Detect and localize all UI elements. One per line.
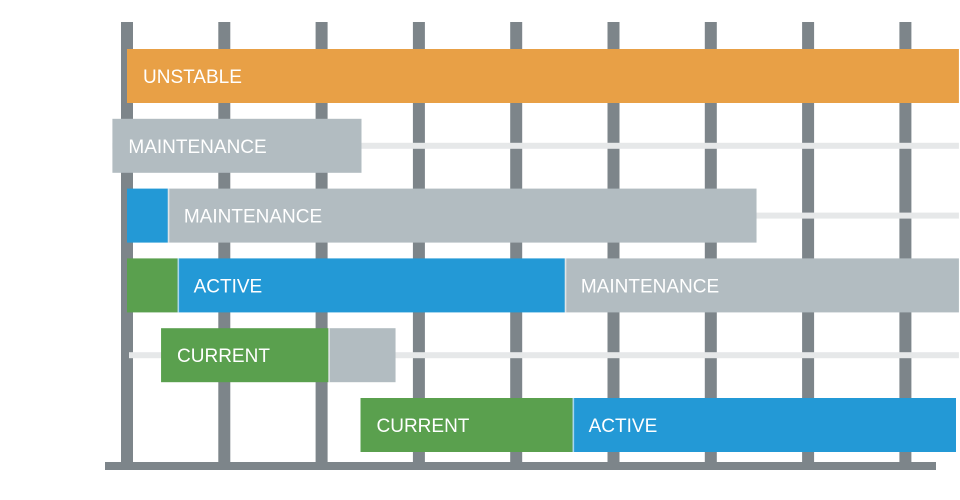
segment-active (572, 398, 956, 452)
segment-label: CURRENT (377, 416, 470, 437)
segment-label: MAINTENANCE (581, 276, 719, 297)
eol-line (129, 352, 959, 359)
segment-label: MAINTENANCE (184, 207, 322, 228)
segment-divider (328, 328, 330, 383)
segment-active (127, 188, 168, 243)
segment-maintenance (564, 258, 959, 313)
segment-current (127, 258, 178, 313)
segment-divider (177, 258, 180, 313)
segment-maintenance (328, 328, 396, 383)
status-bars: UNSTABLE MAINTENANCE MAINTENANCE ACTIVE MAIN… (112, 49, 959, 452)
segment-current (161, 328, 329, 383)
segment-label: UNSTABLE (143, 67, 242, 88)
segment-divider (564, 258, 567, 313)
segment-label: CURRENT (177, 346, 270, 367)
end-of-life-lines (112, 142, 959, 359)
segment-active (177, 258, 565, 313)
segment-label: MAINTENANCE (128, 137, 266, 158)
segment-divider (572, 398, 575, 452)
segment-label: ACTIVE (589, 416, 658, 437)
eol-line (112, 142, 959, 149)
segment-unstable (127, 49, 959, 103)
x-axis-line (105, 462, 936, 470)
segment-label: ACTIVE (194, 276, 263, 297)
segment-divider (167, 188, 170, 243)
segment-current (360, 398, 573, 452)
segment-maintenance (112, 118, 362, 173)
segment-maintenance (167, 188, 757, 243)
